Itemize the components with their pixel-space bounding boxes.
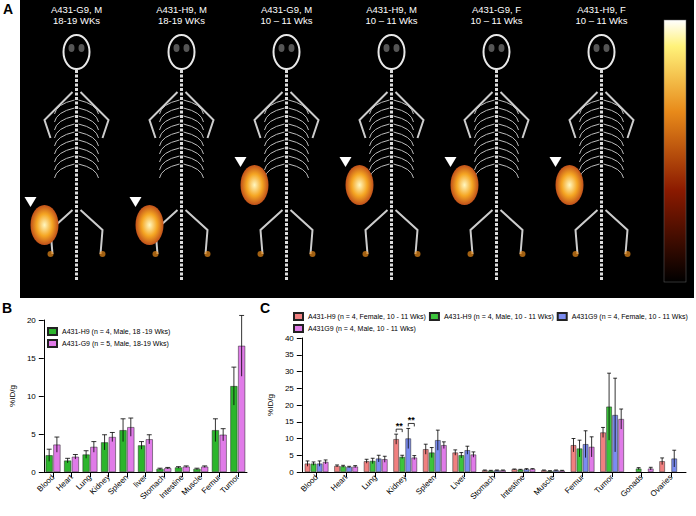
svg-text:18-19 WKs: 18-19 WKs (53, 15, 100, 26)
svg-text:Blood: Blood (35, 473, 56, 494)
svg-text:25: 25 (285, 384, 294, 393)
svg-text:Lung: Lung (360, 473, 379, 492)
svg-text:Muscle: Muscle (532, 472, 557, 497)
svg-text:Intestine: Intestine (158, 472, 186, 500)
svg-text:20: 20 (27, 316, 36, 325)
svg-text:Tumor: Tumor (593, 473, 616, 496)
svg-text:A431-G9, F: A431-G9, F (472, 4, 521, 15)
svg-text:5: 5 (289, 451, 294, 460)
svg-text:10 – 11 Wks: 10 – 11 Wks (365, 15, 417, 26)
svg-text:A431-H9 (n = 4, Male, 10 - 11: A431-H9 (n = 4, Male, 10 - 11 Wks) (444, 313, 554, 321)
svg-text:10 – 11 Wks: 10 – 11 Wks (260, 15, 312, 26)
svg-text:A431-H9, M: A431-H9, M (156, 4, 207, 15)
svg-text:liver: liver (131, 472, 149, 490)
svg-text:**: ** (408, 415, 416, 425)
svg-text:0: 0 (31, 468, 36, 477)
svg-text:10 – 11 Wks: 10 – 11 Wks (470, 15, 522, 26)
svg-text:Stomach: Stomach (468, 473, 497, 502)
svg-text:A431-H9, F: A431-H9, F (577, 4, 626, 15)
svg-text:%ID/g: %ID/g (266, 394, 275, 416)
svg-text:Kidney: Kidney (385, 473, 409, 497)
svg-text:Tumor: Tumor (218, 473, 241, 496)
svg-text:Blood: Blood (299, 473, 320, 494)
svg-text:Heart: Heart (55, 472, 76, 493)
html-text:C: C (260, 300, 271, 316)
svg-text:5: 5 (31, 430, 36, 439)
svg-text:40: 40 (285, 334, 294, 343)
svg-text:A431-H9, M: A431-H9, M (366, 4, 417, 15)
svg-text:A431-G9, M: A431-G9, M (261, 4, 312, 15)
svg-text:35: 35 (285, 350, 294, 359)
svg-text:Ovaries: Ovaries (649, 473, 675, 499)
svg-text:A431-G9 (n = 5, Male, 18-19 Wk: A431-G9 (n = 5, Male, 18-19 Wks) (62, 340, 169, 348)
svg-text:30: 30 (285, 367, 294, 376)
svg-text:Heart: Heart (329, 472, 350, 493)
svg-text:Femur: Femur (563, 473, 586, 496)
html-text:B: B (2, 300, 13, 316)
svg-text:Kidney: Kidney (88, 472, 112, 497)
svg-text:A431-G9, M: A431-G9, M (51, 4, 102, 15)
svg-text:0: 0 (289, 468, 294, 477)
svg-text:Lung: Lung (74, 472, 94, 492)
svg-text:20: 20 (285, 401, 294, 410)
svg-text:A431G9 (n = 4, Female, 10 - 11: A431G9 (n = 4, Female, 10 - 11 Wks) (572, 313, 688, 321)
svg-text:Liver: Liver (449, 473, 468, 492)
svg-text:15: 15 (27, 354, 36, 363)
svg-text:A: A (3, 1, 13, 17)
svg-text:A431G9 (n = 4, Male, 10 - 11 W: A431G9 (n = 4, Male, 10 - 11 Wks) (308, 325, 416, 333)
svg-text:Spleen: Spleen (414, 473, 438, 497)
svg-text:Stomach: Stomach (138, 472, 168, 502)
svg-text:10 – 11 Wks: 10 – 11 Wks (575, 15, 627, 26)
svg-text:Spleen: Spleen (106, 473, 130, 497)
svg-text:10: 10 (285, 434, 294, 443)
svg-text:A431-H9 (n = 4, Male, 18 -19 W: A431-H9 (n = 4, Male, 18 -19 Wks) (62, 328, 170, 336)
svg-text:A431-H9 (n = 4, Female, 10 - 1: A431-H9 (n = 4, Female, 10 - 11 Wks) (308, 313, 426, 321)
svg-text:15: 15 (285, 417, 294, 426)
svg-text:Muscle: Muscle (180, 472, 205, 497)
svg-text:%ID/g: %ID/g (8, 385, 17, 407)
svg-text:**: ** (396, 421, 404, 431)
svg-text:Intestine: Intestine (499, 472, 527, 500)
svg-text:Gonads: Gonads (619, 473, 645, 499)
svg-text:Femur: Femur (200, 473, 223, 496)
svg-text:18-19 WKs: 18-19 WKs (158, 15, 205, 26)
svg-text:10: 10 (27, 392, 36, 401)
